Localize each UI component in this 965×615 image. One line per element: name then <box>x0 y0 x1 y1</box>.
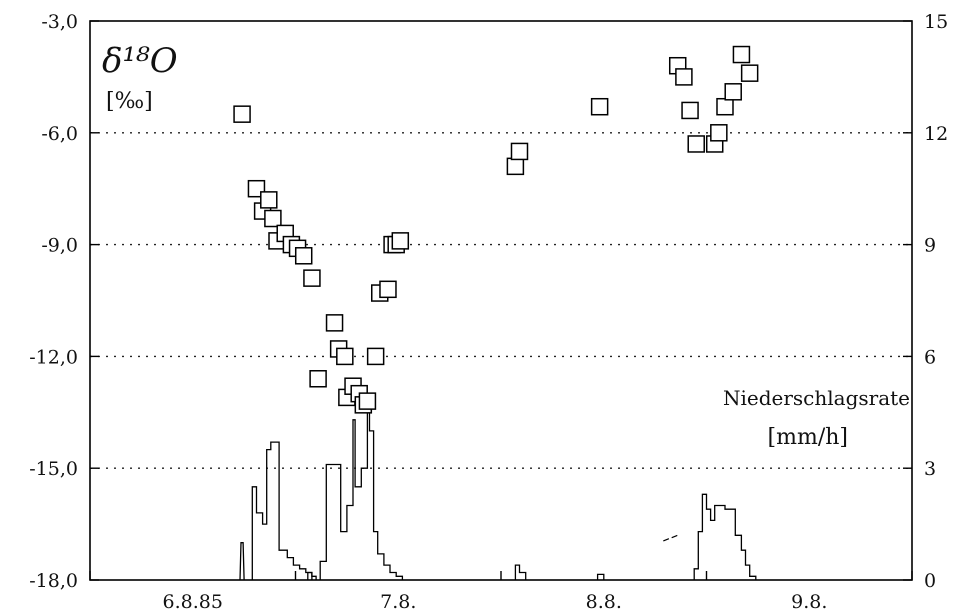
data-point <box>303 269 321 287</box>
data-point <box>294 247 313 265</box>
precipitation-step <box>596 573 605 580</box>
data-point <box>740 64 759 82</box>
left-tick-label: -9,0 <box>41 235 78 257</box>
data-point <box>366 347 385 366</box>
data-point <box>724 83 742 101</box>
data-point <box>309 370 327 388</box>
right-tick-label: 12 <box>924 123 948 145</box>
right-axis-title: Niederschlagsrate <box>723 386 910 410</box>
data-point <box>506 157 525 176</box>
precipitation-step-series <box>239 404 757 581</box>
isotope-scatter-series <box>233 45 759 414</box>
data-point <box>264 209 282 228</box>
data-point <box>716 97 734 116</box>
precipitation-step <box>319 404 404 580</box>
x-tick-label: 9.8. <box>791 591 827 613</box>
data-point <box>687 135 705 153</box>
left-axis-unit: [‰] <box>106 89 153 114</box>
axis-ticks <box>89 20 913 581</box>
precipitation-step <box>693 493 757 580</box>
left-axis-title: δ¹⁸O <box>102 41 178 81</box>
x-tick-label: 8.8. <box>586 591 622 613</box>
x-tick-label: 7.8. <box>380 591 416 613</box>
data-point <box>379 280 397 299</box>
data-point <box>391 232 410 250</box>
left-tick-label: -3,0 <box>41 11 78 33</box>
data-point <box>675 68 693 86</box>
right-tick-label: 15 <box>924 11 948 33</box>
data-point <box>358 392 377 410</box>
x-tick-label: 6.8.85 <box>163 591 223 613</box>
data-point <box>233 105 251 123</box>
axis-tick-labels: -3,0 -6,0 -9,0 -12,0 -15,0 -18,0 0 3 6 9 12 15 6.8.8… <box>29 11 948 613</box>
data-point <box>336 347 354 366</box>
data-point <box>732 45 751 64</box>
data-point <box>260 191 278 209</box>
left-tick-label: -15,0 <box>29 458 78 480</box>
precipitation-step <box>239 542 245 581</box>
right-tick-label: 9 <box>924 235 936 257</box>
data-point <box>325 314 344 332</box>
plot-frame <box>89 20 913 581</box>
left-tick-label: -6,0 <box>41 123 78 145</box>
left-tick-label: -12,0 <box>29 346 78 368</box>
data-point <box>590 97 609 116</box>
data-point <box>681 101 699 120</box>
precipitation-step <box>251 441 317 580</box>
data-point <box>710 124 728 142</box>
right-tick-label: 0 <box>924 570 936 592</box>
left-tick-label: -18,0 <box>29 570 78 592</box>
right-axis-unit: [mm/h] <box>768 425 848 450</box>
grid-lines <box>90 132 912 469</box>
annotation-stroke <box>663 534 678 542</box>
right-tick-label: 3 <box>924 458 936 480</box>
precipitation-step <box>514 564 527 580</box>
data-point <box>510 142 529 161</box>
precipitation-step <box>307 571 313 580</box>
right-tick-label: 6 <box>924 346 936 368</box>
